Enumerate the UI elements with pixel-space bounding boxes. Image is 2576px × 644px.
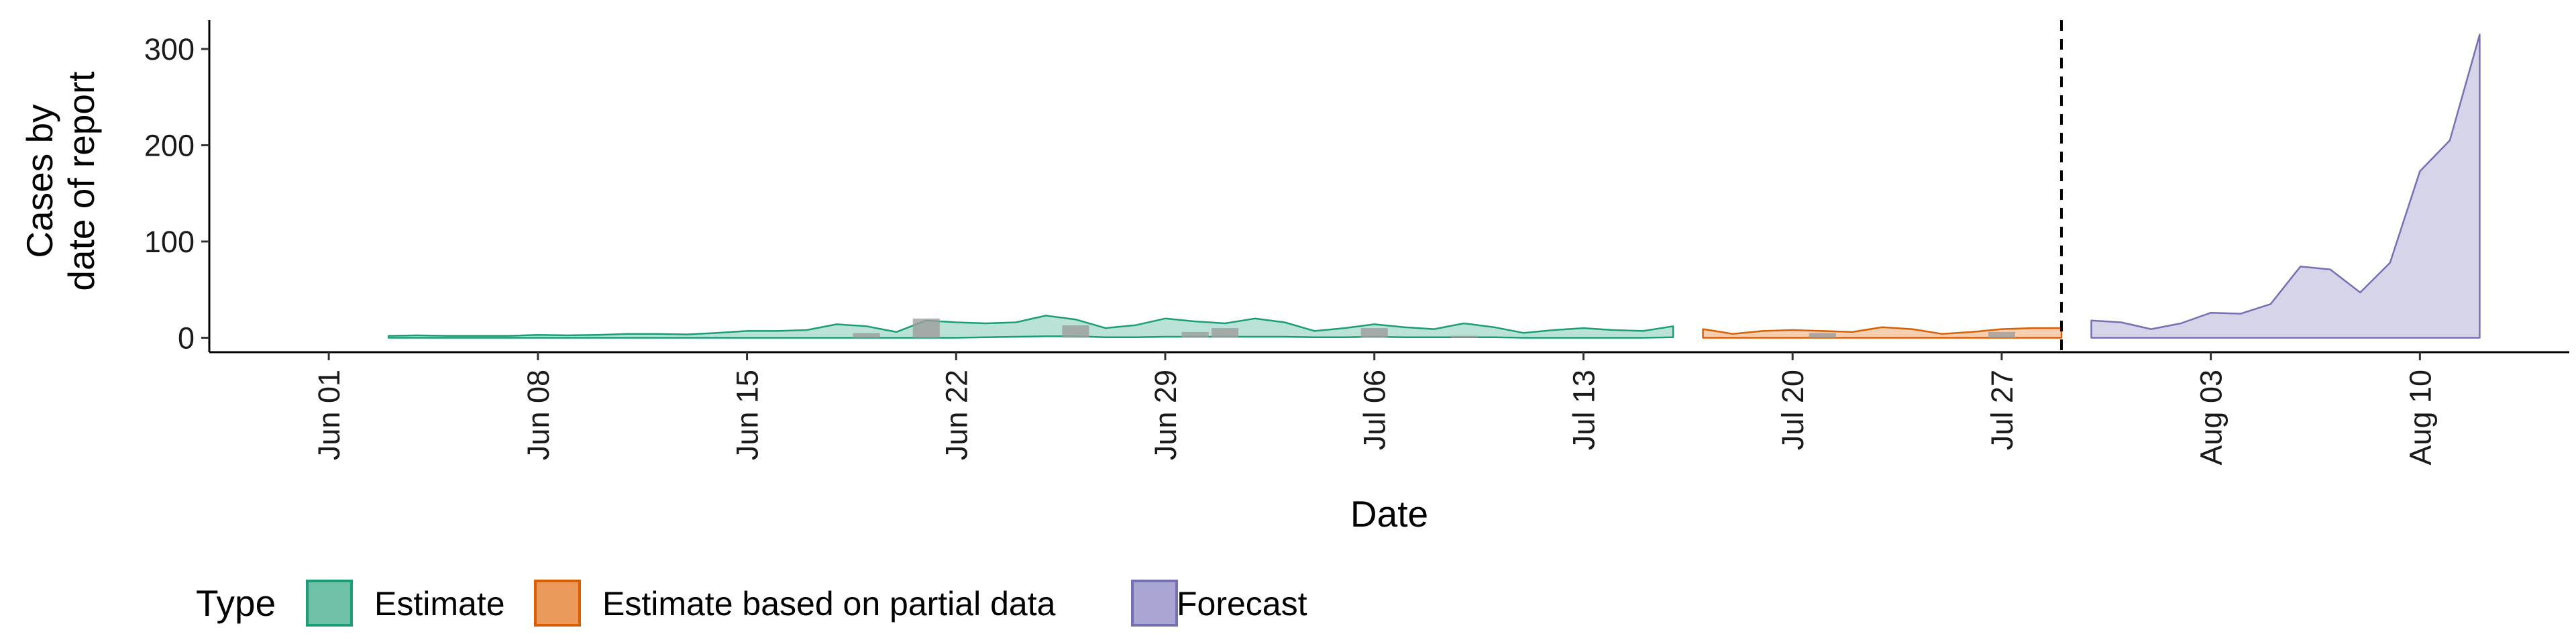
observed-bar: [1360, 328, 1388, 338]
x-axis-title: Date: [1350, 493, 1428, 535]
observed-bar: [1062, 325, 1089, 338]
observed-bars: [853, 318, 2015, 338]
y-tick-label: 200: [144, 129, 195, 163]
areas-layer: [387, 34, 2481, 339]
x-tick-label: Jun 01: [312, 370, 346, 460]
x-tick-label: Aug 03: [2194, 370, 2229, 466]
x-tick-label: Jul 06: [1358, 370, 1392, 450]
y-tick-label: 100: [144, 225, 195, 259]
legend-key-estimate: [306, 580, 353, 627]
area-estimate: [387, 315, 1674, 339]
legend-key-partial-estimate: [534, 580, 581, 627]
x-tick-label: Jun 29: [1148, 370, 1183, 460]
observed-bar: [912, 318, 940, 338]
x-tick-label: Jun 08: [521, 370, 555, 460]
x-tick-label: Jul 20: [1776, 370, 1810, 450]
x-tick-label: Jun 22: [939, 370, 973, 460]
legend-label-forecast: Forecast: [1177, 585, 1307, 623]
observed-bar: [1212, 328, 1239, 338]
x-tick-label: Aug 10: [2403, 370, 2437, 466]
y-axis-title-line-1: Cases by: [19, 104, 60, 258]
legend-label-partial-estimate: Estimate based on partial data: [602, 585, 1056, 623]
x-tick-label: Jul 13: [1567, 370, 1601, 450]
y-tick-label: 300: [144, 32, 195, 66]
legend-title: Type: [196, 582, 276, 624]
x-axis-ticks: Jun 01 Jun 08 Jun 15 Jun 22 Jun 29 Jul 06 Jul …: [312, 352, 2437, 466]
observed-bar: [853, 333, 880, 338]
legend: Type Estimate Estimate based on partial …: [196, 580, 1307, 627]
y-tick-label: 0: [178, 321, 195, 355]
observed-bar: [1181, 331, 1209, 338]
legend-key-forecast: [1131, 580, 1178, 627]
x-tick-label: Jun 15: [731, 370, 765, 460]
observed-bar: [1809, 333, 1836, 338]
observed-bar: [1988, 331, 2015, 338]
y-axis-ticks: 0 100 200 300: [144, 32, 209, 355]
area-estimate-based-on-partial-data: [1702, 326, 2063, 339]
legend-label-estimate: Estimate: [374, 585, 505, 623]
observed-bar: [1450, 335, 1478, 338]
area-forecast: [2090, 34, 2481, 339]
x-tick-label: Jul 27: [1985, 370, 2019, 450]
y-axis-title-line-2: date of report: [60, 71, 102, 290]
